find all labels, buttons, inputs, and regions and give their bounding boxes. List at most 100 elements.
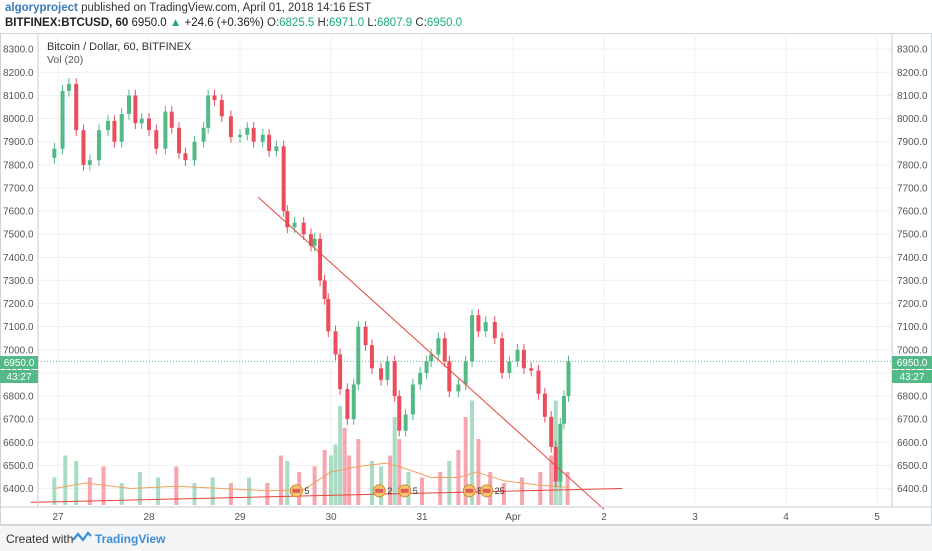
- candle: [147, 118, 151, 131]
- volume-bar: [210, 477, 215, 505]
- candle: [515, 349, 520, 362]
- candle: [60, 90, 65, 149]
- symbol-label: BITFINEX:BTCUSD, 60: [5, 17, 129, 29]
- candle: [507, 361, 512, 373]
- y-tick-label-left: 7000.0: [3, 345, 34, 356]
- candle: [424, 361, 429, 373]
- candle: [301, 222, 306, 235]
- volume-bar: [388, 455, 393, 505]
- candle: [245, 127, 250, 135]
- candle: [363, 326, 368, 346]
- candle: [392, 361, 397, 397]
- publish-info: algoryproject published on TradingView.c…: [5, 2, 371, 14]
- candle: [139, 118, 144, 124]
- tradingview-brand-link[interactable]: TradingView: [95, 532, 166, 546]
- candle: [558, 423, 563, 482]
- volume-bar: [247, 477, 252, 505]
- volume-bar: [63, 455, 68, 505]
- candle: [549, 416, 554, 447]
- y-tick-label-right: 7000.0: [897, 345, 928, 356]
- y-tick-label-right: 8000.0: [897, 114, 928, 125]
- volume-bar: [74, 461, 79, 505]
- candle: [492, 322, 497, 339]
- candle: [542, 393, 547, 417]
- x-tick-label: 28: [143, 512, 155, 523]
- candle: [87, 160, 92, 165]
- volume-bar: [101, 466, 106, 505]
- volume-bar: [322, 450, 327, 505]
- volume-bar: [285, 461, 290, 505]
- open-value: 6825.5: [279, 17, 315, 29]
- candle: [96, 130, 101, 161]
- volume-bar: [329, 455, 333, 505]
- candle: [52, 148, 57, 158]
- right-countdown-value: 43:27: [899, 372, 924, 383]
- candle: [192, 141, 197, 161]
- y-tick-label-left: 7900.0: [3, 137, 34, 148]
- x-tick-label: 30: [325, 512, 337, 523]
- candle: [106, 120, 111, 131]
- candle: [521, 349, 526, 369]
- volume-bar: [52, 477, 57, 505]
- candle: [345, 389, 350, 420]
- volume-bar: [356, 439, 361, 505]
- y-tick-label-right: 8300.0: [897, 45, 928, 56]
- candle: [379, 368, 384, 380]
- price-change: +24.6 (+0.36%): [184, 17, 264, 29]
- candle: [281, 146, 286, 212]
- event-flag-stripe: [292, 488, 301, 493]
- candle: [326, 298, 331, 332]
- volume-bar: [397, 439, 402, 505]
- right-price-tag: 6950.0 43:27: [892, 356, 932, 383]
- candle: [553, 446, 558, 482]
- volume-bar: [87, 477, 92, 505]
- volume-ma-line: [54, 462, 569, 492]
- candle: [219, 100, 224, 117]
- volume-bar: [228, 483, 233, 505]
- x-tick-label: 29: [234, 512, 246, 523]
- candle: [442, 338, 447, 362]
- volume-bar: [392, 417, 397, 505]
- y-tick-label-right: 6600.0: [897, 438, 928, 449]
- volume-bar: [565, 472, 570, 505]
- trendline: [30, 488, 623, 503]
- candle: [536, 370, 541, 394]
- y-tick-label-left: 7300.0: [3, 276, 34, 287]
- y-tick-label-left: 7700.0: [3, 183, 34, 194]
- author-link[interactable]: algoryproject: [5, 2, 78, 14]
- event-count-label: 5: [477, 486, 482, 496]
- candle: [81, 130, 86, 165]
- y-tick-label-right: 7100.0: [897, 322, 928, 333]
- volume-bar: [265, 483, 270, 505]
- y-tick-label-right: 8100.0: [897, 91, 928, 102]
- event-count-label: 5: [304, 486, 309, 496]
- candle: [228, 116, 233, 138]
- y-tick-label-right: 6700.0: [897, 415, 928, 426]
- candle: [285, 211, 290, 228]
- last-price: 6950.0: [131, 17, 167, 29]
- candle: [403, 414, 408, 431]
- candle: [169, 111, 174, 128]
- candle: [500, 338, 505, 373]
- candle: [292, 222, 297, 228]
- x-tick-label: 4: [783, 512, 789, 523]
- candle: [163, 111, 168, 149]
- left-price-tag: 6950.0 43:27: [0, 356, 38, 383]
- volume-bar: [501, 483, 506, 505]
- candle: [429, 354, 434, 362]
- candle: [456, 384, 461, 392]
- candle: [463, 361, 468, 385]
- candle: [154, 130, 159, 149]
- candle: [112, 120, 117, 142]
- x-tick-label: 2: [601, 512, 607, 523]
- candle: [260, 134, 265, 142]
- candle: [483, 322, 488, 332]
- low-label: L:: [367, 17, 378, 29]
- y-tick-label-right: 6800.0: [897, 392, 928, 403]
- candle: [206, 95, 211, 128]
- chart-title: Bitcoin / Dollar, 60, BITFINEX: [47, 41, 192, 53]
- chart-frame[interactable]: 5 2 5 5 25 6400.0 6400.0 6500.0 6500.0 6600.0 660…: [0, 33, 932, 525]
- volume-bar: [438, 472, 443, 505]
- candle: [351, 384, 356, 420]
